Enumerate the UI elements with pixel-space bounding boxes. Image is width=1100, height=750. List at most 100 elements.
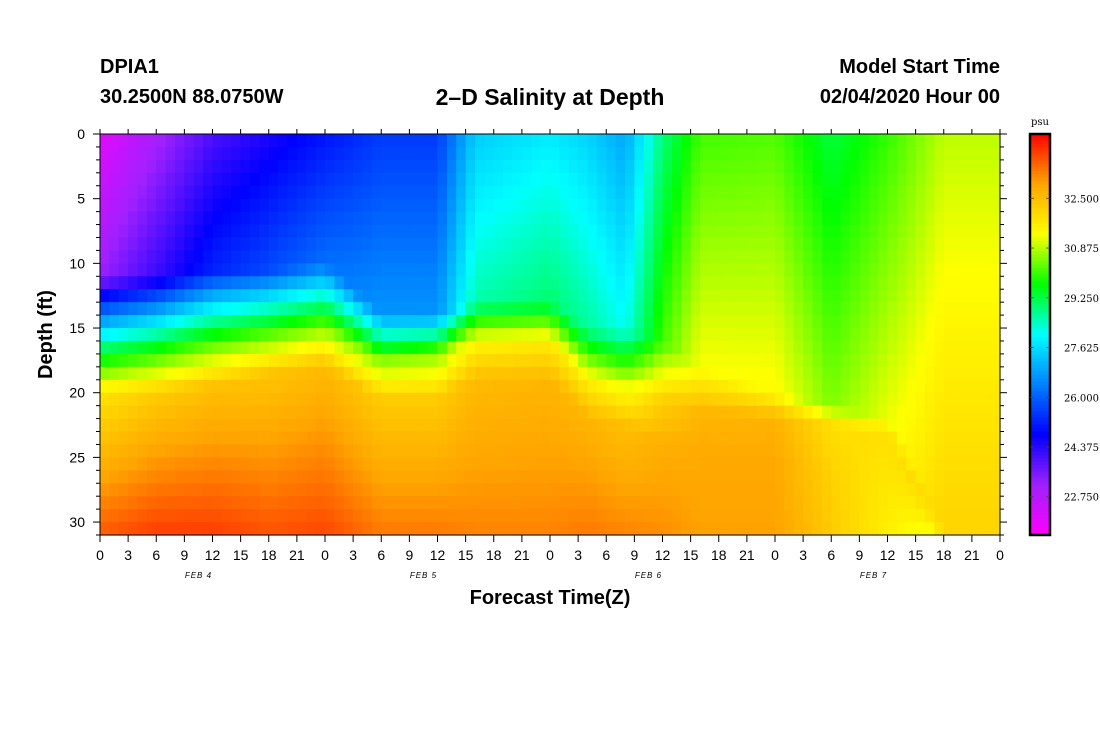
heatmap-cell [896,224,907,239]
heatmap-cell [840,405,851,420]
heatmap-cell [962,302,973,316]
heatmap-cell [925,457,935,471]
heatmap-cell [128,198,139,213]
heatmap-cell [325,263,335,277]
heatmap-cell [568,315,579,329]
heatmap-cell [681,250,692,264]
colorbar-segment [1030,154,1050,158]
heatmap-cell [400,496,410,510]
colorbar-segment [1030,244,1050,249]
heatmap-cell [746,522,757,536]
heatmap-cell [906,263,917,277]
heatmap-cell [784,289,795,303]
heatmap-cell [184,198,195,213]
heatmap-cell [446,289,457,303]
heatmap-cell [550,444,560,458]
heatmap-cell [400,289,410,303]
heatmap-cell [278,366,289,381]
heatmap-cell [606,211,617,226]
heatmap-cell [446,159,457,174]
heatmap-cell [568,366,579,381]
heatmap-cell [718,509,729,523]
heatmap-cell [259,444,270,458]
heatmap-cell [971,509,982,523]
heatmap-cell [521,457,532,471]
heatmap-cell [700,431,710,446]
heatmap-cell [784,146,795,161]
heatmap-cell [550,470,560,484]
x-tick-label: 15 [233,547,249,563]
heatmap-cell [953,198,964,213]
heatmap-cell [803,353,814,368]
heatmap-cell [803,431,814,446]
heatmap-cell [400,392,410,407]
heatmap-cell [437,172,448,187]
heatmap-cell [728,237,739,252]
heatmap-cell [550,302,560,316]
heatmap-cell [625,263,635,277]
heatmap-cell [287,431,298,446]
heatmap-cell [362,289,373,303]
heatmap-cell [596,457,607,471]
colorbar-segment [1030,384,1050,389]
heatmap-cell [850,405,860,420]
heatmap-cell [793,405,804,420]
heatmap-cell [587,392,598,407]
heatmap-cell [634,509,645,523]
heatmap-cell [503,276,514,290]
heatmap-cell [981,366,992,381]
heatmap-cell [915,302,926,316]
heatmap-cell [587,185,598,200]
heatmap-cell [615,211,626,226]
heatmap-cell [390,366,401,381]
heatmap-cell [250,198,260,213]
heatmap-cell [465,379,476,394]
heatmap-cell [709,405,720,420]
heatmap-cell [315,457,326,471]
heatmap-cell [184,250,195,264]
heatmap-cell [671,366,682,381]
heatmap-cell [250,185,260,200]
heatmap-cell [587,418,598,433]
heatmap-cell [418,146,429,161]
heatmap-cell [662,366,673,381]
heatmap-cell [756,444,767,458]
heatmap-cell [596,211,607,226]
heatmap-cell [306,444,317,458]
heatmap-cell [100,392,110,407]
heatmap-cell [531,522,542,536]
heatmap-cell [390,392,401,407]
heatmap-cell [596,250,607,264]
heatmap-cell [418,470,429,484]
heatmap-cell [746,470,757,484]
heatmap-cell [418,172,429,187]
colorbar-segment [1030,374,1050,379]
heatmap-cell [128,172,139,187]
heatmap-cell [962,431,973,446]
heatmap-cell [850,315,860,329]
heatmap-cell [990,159,1001,174]
heatmap-cell [728,431,739,446]
heatmap-cell [953,276,964,290]
heatmap-cell [671,353,682,368]
heatmap-cell [296,134,307,148]
heatmap-cell [446,470,457,484]
heatmap-cell [550,172,560,187]
heatmap-cell [690,392,701,407]
heatmap-cell [175,509,185,523]
heatmap-cell [484,302,495,316]
heatmap-cell [353,146,364,161]
heatmap-cell [418,198,429,213]
heatmap-cell [306,289,317,303]
heatmap-cell [718,328,729,342]
heatmap-cell [653,224,664,239]
colorbar-segment [1030,304,1050,309]
heatmap-cell [287,302,298,316]
heatmap-cell [343,405,354,420]
colorbar-segment [1030,524,1050,529]
heatmap-cell [287,289,298,303]
heatmap-cell [240,211,251,226]
heatmap-cell [578,366,589,381]
heatmap-cell [671,172,682,187]
